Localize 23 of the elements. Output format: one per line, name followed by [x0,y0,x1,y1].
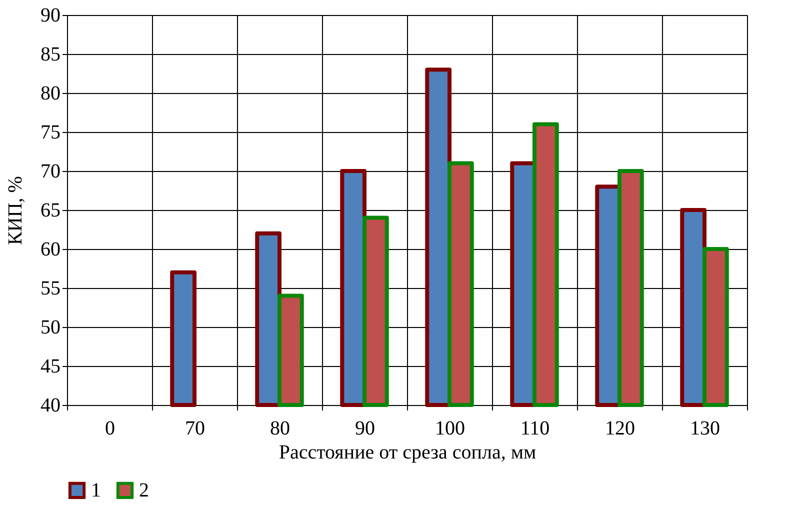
y-tick-label: 70 [40,160,60,182]
y-tick-label: 75 [40,122,60,144]
x-tick-label: 0 [105,418,115,440]
x-tick-label: 90 [355,418,375,440]
x-tick-label: 130 [690,418,720,440]
y-tick-label: 40 [40,394,60,416]
legend-label: 1 [91,479,101,502]
x-axis-title: Расстояние от среза сопла, мм [278,442,537,464]
legend-label: 2 [139,479,149,502]
y-tick-label: 55 [40,278,60,300]
x-tick-label: 70 [185,418,205,440]
y-tick-label: 65 [40,200,60,222]
x-tick-label: 120 [605,418,635,440]
y-tick-label: 80 [40,82,60,104]
x-tick-label: 80 [270,418,290,440]
y-axis-title: КИП, % [4,176,26,245]
y-tick-label: 90 [40,4,60,26]
y-tick-label: 45 [40,356,60,378]
y-tick-label: 50 [40,316,60,338]
y-tick-label: 85 [40,44,60,66]
x-tick-label: 110 [520,418,550,440]
x-tick-label: 100 [435,418,465,440]
y-tick-label: 60 [40,238,60,260]
